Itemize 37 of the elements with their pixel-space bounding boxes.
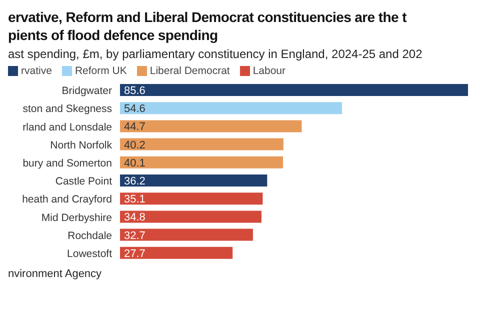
bar [120,210,262,223]
data-label: 36.2 [124,176,146,188]
data-label: 54.6 [124,103,146,116]
y-tick-label: ston and Skegness [22,103,112,116]
bar [120,138,284,150]
y-tick-label: Rochdale [68,230,112,242]
data-label: 44.7 [124,121,146,134]
chart-title: ervative, Reform and Liberal Democrat constituencies are the t pients of flood defence spending [8,8,408,44]
data-label: 40.1 [124,157,146,170]
y-tick-label: Castle Point [55,176,112,188]
legend-label: Reform UK [74,65,127,77]
y-tick-label: rland and Lonsdale [22,121,112,134]
data-label: 27.7 [124,248,146,260]
y-tick-label: heath and Crayford [22,194,112,206]
y-tick-label: North Norfolk [50,139,113,152]
bar [120,120,302,132]
y-tick-label: bury and Somerton [22,157,112,170]
y-tick-label: Lowestoft [67,248,112,260]
bar [120,84,468,96]
chart-subtitle: ast spending, £m, by parliamentary constituency in England, 2024-25 and 202 [8,47,424,61]
data-label: 32.7 [124,230,146,242]
data-label: 34.8 [124,212,146,224]
text: nvironment Agency [8,268,103,280]
y-tick-label: Mid Derbyshire [41,212,112,224]
bar [120,102,342,114]
bar [120,246,233,259]
legend-label: Liberal Democrat [148,65,230,77]
data-label: 40.2 [124,139,146,152]
data-label: 85.6 [124,85,146,97]
legend-label: rvative [20,65,52,77]
bar [120,228,253,241]
y-tick-label: Bridgwater [62,85,112,98]
bar [120,192,263,205]
data-label: 35.1 [124,194,146,206]
legend-label: Labour [252,65,286,77]
bar [120,156,284,168]
bar [120,174,268,186]
